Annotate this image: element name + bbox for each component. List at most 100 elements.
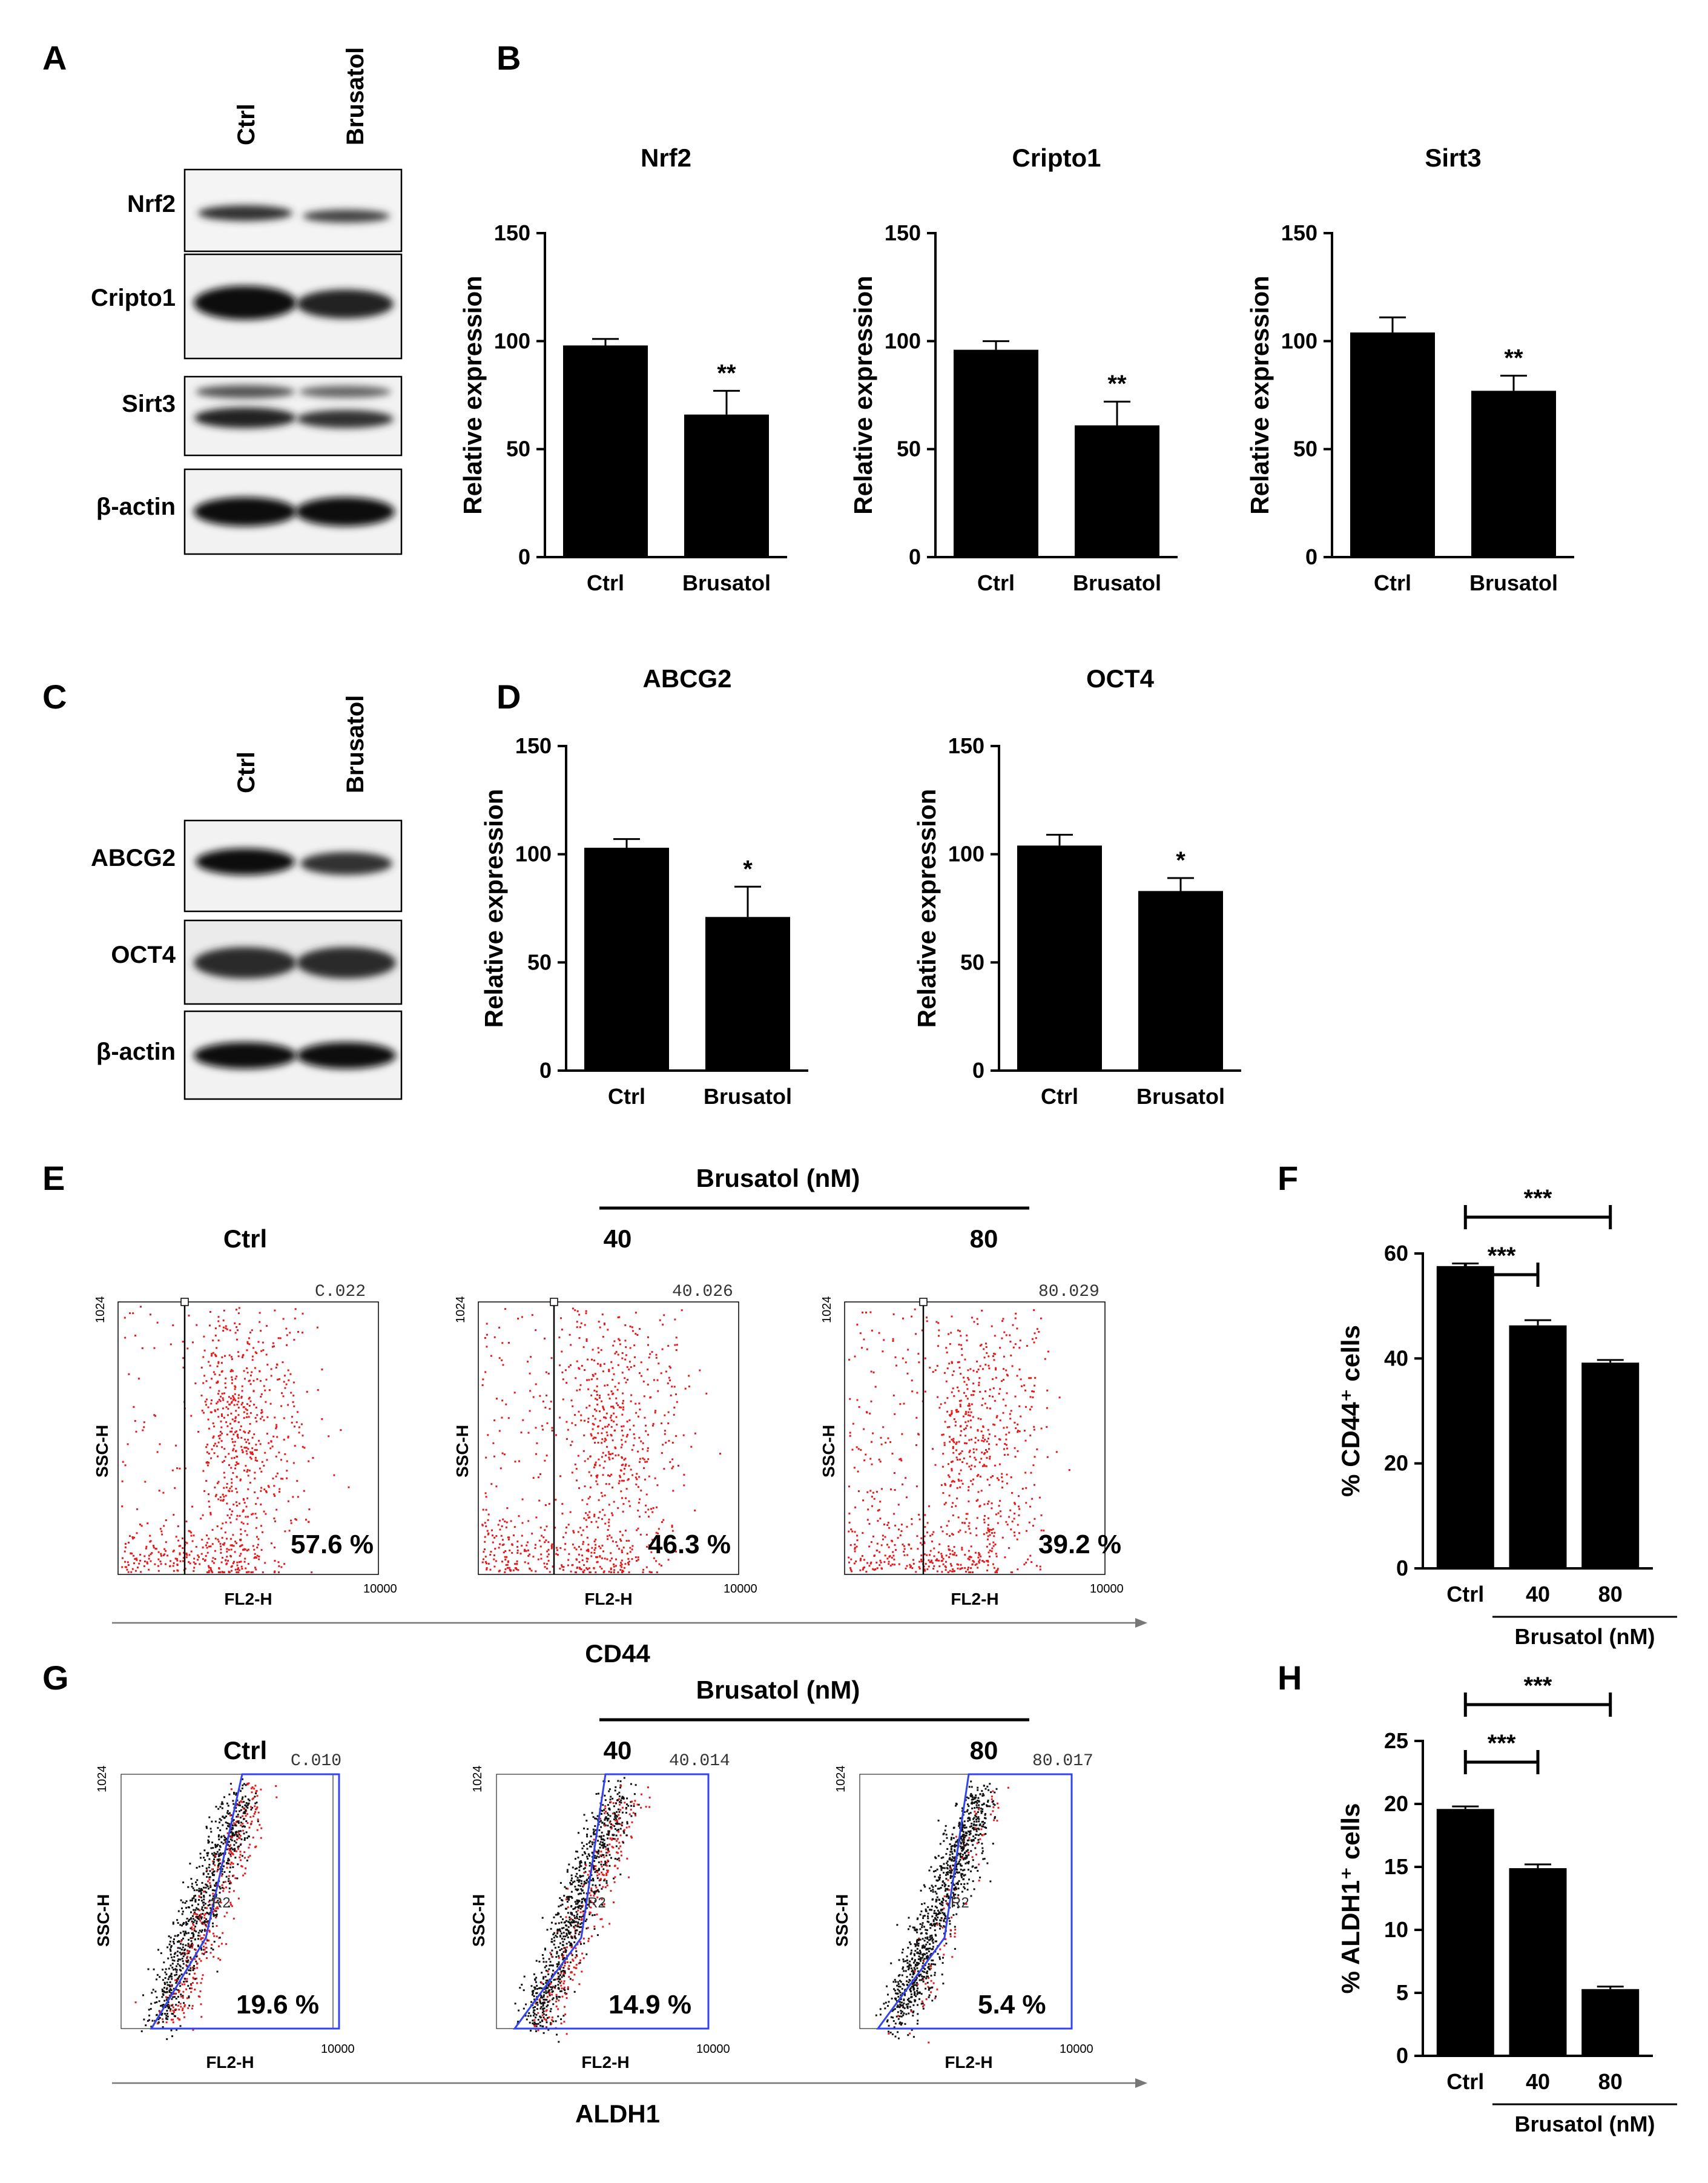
- event-dot: [654, 1477, 656, 1479]
- event-dot: [270, 1375, 272, 1377]
- event-dot: [1019, 1339, 1021, 1342]
- event-dot: [177, 1525, 179, 1527]
- event-dot: [675, 1435, 678, 1437]
- event-dot: [589, 1840, 592, 1843]
- event-dot: [587, 1940, 590, 1943]
- event-dot: [234, 1386, 237, 1388]
- event-dot: [970, 1556, 972, 1558]
- event-dot: [656, 1379, 659, 1381]
- event-dot: [255, 1557, 257, 1559]
- event-dot: [581, 1952, 584, 1955]
- event-dot: [213, 1371, 215, 1373]
- event-dot: [518, 1515, 520, 1518]
- event-dot: [589, 1511, 591, 1513]
- event-dot: [941, 1465, 944, 1468]
- event-dot: [582, 1450, 585, 1452]
- event-dot: [564, 1961, 567, 1963]
- event-dot: [194, 1900, 197, 1903]
- event-dot: [611, 1838, 613, 1841]
- event-dot: [605, 1439, 607, 1441]
- event-dot: [569, 1961, 572, 1964]
- event-dot: [521, 1498, 524, 1501]
- event-dot: [265, 1401, 267, 1403]
- event-dot: [948, 1333, 950, 1335]
- y-tick-label: 20: [1384, 1791, 1408, 1816]
- event-dot: [948, 1362, 951, 1365]
- event-dot: [235, 1488, 237, 1490]
- event-dot: [1040, 1317, 1042, 1319]
- event-dot: [182, 1537, 183, 1539]
- y-axis-label: % ALDH1⁺ cells: [1336, 1803, 1365, 1994]
- event-dot: [289, 1332, 291, 1334]
- event-dot: [608, 1369, 610, 1371]
- band-sirt3-upper-brusatol: [299, 386, 391, 398]
- event-dot: [565, 1438, 568, 1440]
- event-dot: [569, 1944, 572, 1947]
- event-dot: [648, 1544, 650, 1547]
- event-dot: [982, 1368, 984, 1370]
- event-dot: [546, 1563, 548, 1565]
- event-dot: [574, 1930, 576, 1933]
- event-dot: [205, 1480, 208, 1482]
- event-dot: [989, 1389, 991, 1391]
- event-dot: [229, 1521, 232, 1524]
- event-dot: [572, 1958, 574, 1961]
- event-dot: [860, 1448, 862, 1451]
- event-dot: [971, 1403, 973, 1405]
- event-dot: [179, 1932, 182, 1934]
- event-dot: [321, 1369, 323, 1370]
- event-dot: [608, 1821, 611, 1824]
- event-dot: [242, 1510, 244, 1513]
- event-dot: [195, 1915, 197, 1918]
- event-dot: [607, 1848, 609, 1850]
- event-dot: [613, 1373, 615, 1375]
- event-dot: [848, 1522, 851, 1524]
- event-dot: [295, 1421, 298, 1424]
- event-dot: [190, 1940, 193, 1942]
- event-dot: [222, 1399, 225, 1401]
- column-label-ctrl-e: Ctrl: [223, 1224, 267, 1253]
- event-dot: [280, 1478, 282, 1480]
- event-dot: [552, 1969, 555, 1972]
- event-dot: [992, 1395, 994, 1398]
- event-dot: [228, 1812, 229, 1815]
- event-dot: [862, 1312, 864, 1313]
- event-dot: [246, 1497, 249, 1499]
- event-dot: [638, 1516, 641, 1518]
- event-dot: [567, 1564, 569, 1567]
- event-dot: [240, 1830, 242, 1832]
- event-dot: [263, 1419, 265, 1421]
- band-beta-actin-ctrl: [194, 497, 297, 526]
- event-dot: [1017, 1430, 1019, 1432]
- event-dot: [219, 1868, 222, 1870]
- event-dot: [533, 2013, 536, 2015]
- event-dot: [888, 1560, 890, 1563]
- event-dot: [624, 1563, 627, 1565]
- event-dot: [158, 2000, 160, 2003]
- event-dot: [562, 1957, 564, 1960]
- event-dot: [484, 1536, 486, 1538]
- event-dot: [237, 1571, 240, 1573]
- event-dot: [219, 1829, 222, 1831]
- event-dot: [869, 1458, 872, 1460]
- event-dot: [623, 1473, 625, 1475]
- flow-panel-g: Brusatol (nM) Ctrl R2 C.010 19.6 % SSC-H…: [94, 1676, 1147, 2128]
- event-dot: [273, 1518, 275, 1519]
- event-dot: [912, 1562, 915, 1565]
- event-dot: [620, 1540, 622, 1542]
- event-dot: [954, 1551, 956, 1554]
- event-dot: [254, 1367, 256, 1369]
- event-dot: [642, 1568, 645, 1571]
- event-dot: [163, 1981, 166, 1984]
- event-dot: [596, 1934, 599, 1937]
- event-dot: [165, 2015, 168, 2017]
- event-dot: [617, 1829, 619, 1831]
- event-dot: [181, 1913, 183, 1915]
- event-dot: [942, 1492, 945, 1494]
- event-dot: [992, 1545, 995, 1547]
- event-dot: [658, 1563, 661, 1565]
- event-dot: [137, 1567, 139, 1569]
- event-dot: [1028, 1377, 1030, 1379]
- event-dot: [186, 1997, 188, 2000]
- event-dot: [247, 1488, 249, 1490]
